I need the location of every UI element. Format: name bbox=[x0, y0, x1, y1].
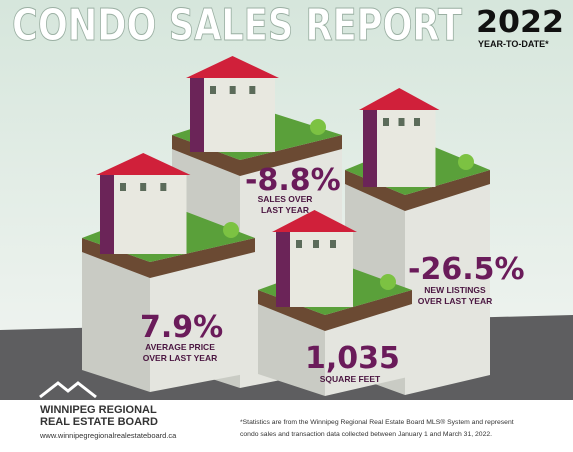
window bbox=[383, 118, 389, 126]
footer-band bbox=[0, 400, 573, 452]
subtitle: YEAR-TO-DATE* bbox=[478, 39, 549, 49]
house-side bbox=[190, 78, 204, 152]
pillar-face bbox=[150, 238, 255, 392]
window bbox=[330, 240, 336, 248]
roof bbox=[272, 210, 357, 232]
year: 2022 bbox=[476, 5, 564, 40]
roof bbox=[186, 56, 279, 78]
stat-label: OVER LAST YEAR bbox=[143, 353, 217, 363]
window bbox=[296, 240, 302, 248]
house-side bbox=[100, 175, 114, 254]
roof bbox=[96, 153, 191, 175]
tree bbox=[310, 119, 326, 135]
tree bbox=[223, 222, 239, 238]
house-side bbox=[276, 232, 290, 307]
logo-name: REAL ESTATE BOARD bbox=[40, 416, 158, 428]
footnote: *Statistics are from the Winnipeg Region… bbox=[240, 418, 514, 426]
logo-url: www.winnipegregionalrealestateboard.ca bbox=[39, 431, 177, 440]
stat-label: SALES OVER bbox=[258, 194, 313, 204]
stat-label: NEW LISTINGS bbox=[424, 285, 486, 295]
window bbox=[414, 118, 420, 126]
stat-value: 7.9% bbox=[140, 310, 223, 345]
soil bbox=[172, 135, 342, 176]
window bbox=[229, 86, 236, 94]
stat-label: LAST YEAR bbox=[261, 205, 309, 215]
window bbox=[140, 183, 147, 191]
soil bbox=[258, 290, 412, 331]
soil bbox=[345, 170, 490, 211]
stat-value: 1,035 bbox=[305, 341, 400, 376]
house-side bbox=[363, 110, 377, 187]
stat-value: -26.5% bbox=[408, 252, 525, 287]
pillar-face bbox=[405, 170, 490, 395]
window bbox=[210, 86, 216, 94]
soil bbox=[82, 238, 255, 278]
window bbox=[160, 183, 167, 191]
stat-label: AVERAGE PRICE bbox=[145, 342, 215, 352]
footnote: condo sales and transaction data collect… bbox=[240, 431, 492, 438]
pillars bbox=[82, 56, 490, 396]
pillar-face bbox=[82, 238, 150, 392]
title: CONDO SALES REPORT bbox=[12, 0, 462, 51]
roof bbox=[359, 88, 440, 110]
logo-name: WINNIPEG REGIONAL bbox=[40, 404, 157, 416]
tree bbox=[380, 274, 396, 290]
window bbox=[313, 240, 319, 248]
stat-label: OVER LAST YEAR bbox=[418, 296, 492, 306]
window bbox=[249, 86, 256, 94]
stat-label: SQUARE FEET bbox=[320, 374, 381, 384]
stat-value: -8.8% bbox=[245, 163, 341, 198]
tree bbox=[458, 154, 474, 170]
window bbox=[398, 118, 405, 126]
window bbox=[120, 183, 126, 191]
logo: WINNIPEG REGIONAL REAL ESTATE BOARD www.… bbox=[39, 381, 177, 440]
